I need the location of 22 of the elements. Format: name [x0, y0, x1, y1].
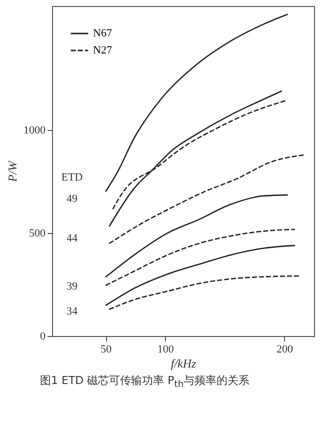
line-series: [104, 228, 296, 286]
annotation: 39: [66, 280, 78, 292]
y-tick-label: 0: [40, 330, 46, 342]
annotation: ETD: [61, 172, 83, 184]
x-tick-label: 50: [100, 344, 112, 356]
annotation: 34: [66, 305, 78, 318]
y-axis-title: P/W: [6, 160, 20, 183]
y-tick-label: 500: [29, 227, 46, 240]
legend-label: N27: [93, 44, 112, 56]
line-series: [104, 244, 296, 306]
annotation: 44: [66, 232, 78, 245]
x-axis-title: f/kHz: [170, 356, 196, 370]
line-series: [108, 90, 282, 228]
line-series: [108, 275, 302, 310]
caption: 图1 ETD 磁芯可传输功率 P$_{th}$与频率的关系: [40, 373, 251, 392]
x-tick-label: 200: [276, 344, 294, 356]
legend-label: N67: [93, 28, 112, 40]
y-tick-label: 1000: [24, 124, 46, 136]
annotation: 49: [66, 193, 78, 206]
x-tick-label: 100: [157, 344, 174, 356]
line-series: [104, 194, 288, 278]
line-series: [108, 154, 306, 244]
